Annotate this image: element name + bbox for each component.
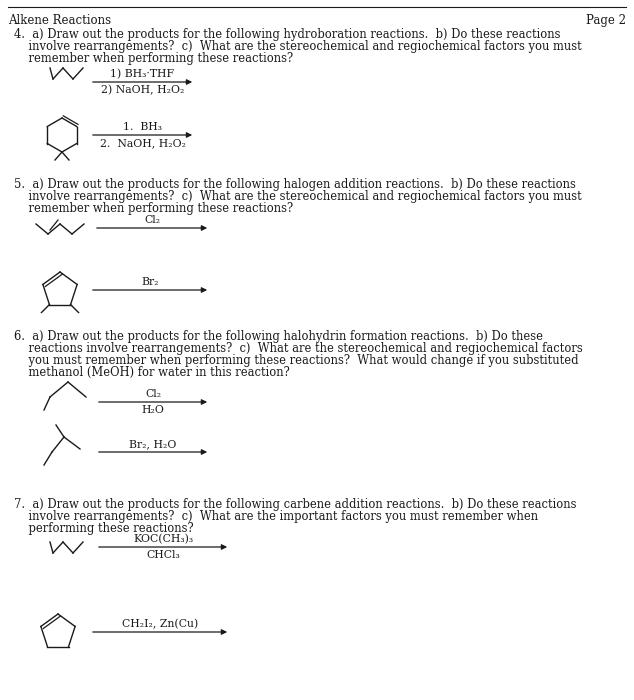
Text: 5.  a) Draw out the products for the following halogen addition reactions.  b) D: 5. a) Draw out the products for the foll…: [14, 178, 576, 191]
Text: CH₂I₂, Zn(Cu): CH₂I₂, Zn(Cu): [122, 619, 198, 629]
Text: methanol (MeOH) for water in this reaction?: methanol (MeOH) for water in this reacti…: [14, 366, 290, 379]
Text: CHCl₃: CHCl₃: [146, 550, 180, 560]
Text: Br₂, H₂O: Br₂, H₂O: [129, 439, 177, 449]
Text: reactions involve rearrangements?  c)  What are the stereochemical and regiochem: reactions involve rearrangements? c) Wha…: [14, 342, 583, 355]
Text: involve rearrangements?  c)  What are the stereochemical and regiochemical facto: involve rearrangements? c) What are the …: [14, 190, 582, 203]
Text: 1.  BH₃: 1. BH₃: [123, 122, 162, 132]
Text: 2) NaOH, H₂O₂: 2) NaOH, H₂O₂: [101, 85, 184, 95]
Text: Alkene Reactions: Alkene Reactions: [8, 14, 111, 27]
Text: H₂O: H₂O: [141, 405, 164, 415]
Text: performing these reactions?: performing these reactions?: [14, 522, 193, 535]
Text: involve rearrangements?  c)  What are the stereochemical and regiochemical facto: involve rearrangements? c) What are the …: [14, 40, 582, 53]
Text: KOC(CH₃)₃: KOC(CH₃)₃: [133, 533, 193, 544]
Text: 1) BH₃·THF: 1) BH₃·THF: [110, 69, 174, 79]
Text: remember when performing these reactions?: remember when performing these reactions…: [14, 52, 293, 65]
Text: involve rearrangements?  c)  What are the important factors you must remember wh: involve rearrangements? c) What are the …: [14, 510, 538, 523]
Text: 7.  a) Draw out the products for the following carbene addition reactions.  b) D: 7. a) Draw out the products for the foll…: [14, 498, 576, 511]
Text: 6.  a) Draw out the products for the following halohydrin formation reactions.  : 6. a) Draw out the products for the foll…: [14, 330, 543, 343]
Text: 2.  NaOH, H₂O₂: 2. NaOH, H₂O₂: [100, 138, 186, 148]
Text: you must remember when performing these reactions?  What would change if you sub: you must remember when performing these …: [14, 354, 579, 367]
Text: remember when performing these reactions?: remember when performing these reactions…: [14, 202, 293, 215]
Text: Cl₂: Cl₂: [144, 215, 160, 225]
Text: Cl₂: Cl₂: [145, 389, 161, 399]
Text: 4.  a) Draw out the products for the following hydroboration reactions.  b) Do t: 4. a) Draw out the products for the foll…: [14, 28, 560, 41]
Text: Br₂: Br₂: [141, 277, 158, 287]
Text: Page 2: Page 2: [586, 14, 626, 27]
